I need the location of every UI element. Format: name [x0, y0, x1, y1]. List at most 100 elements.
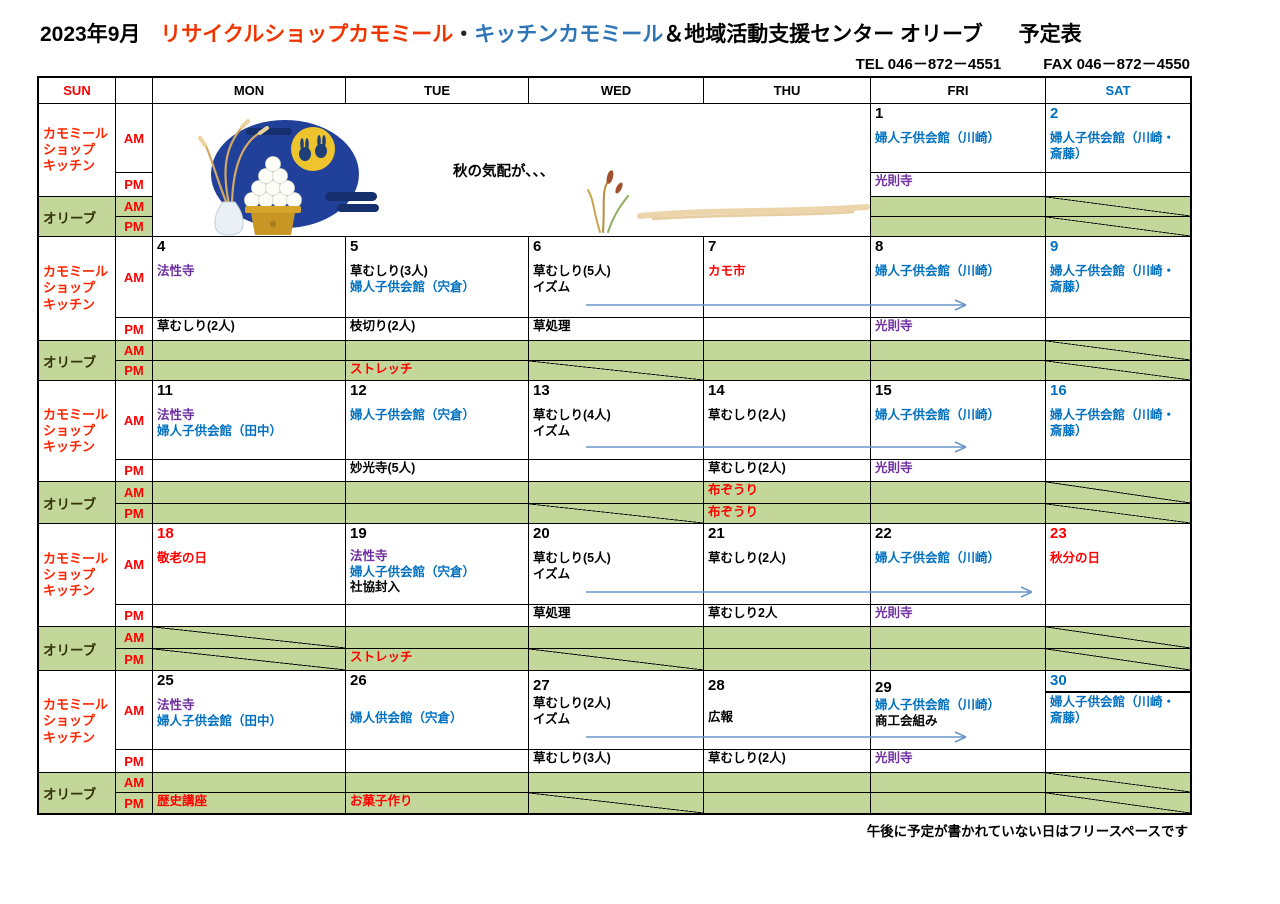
cell-sep21-pm: 草むしり2人 — [704, 605, 870, 626]
olive-pm-label: PM — [116, 649, 152, 670]
cell-sep2-pm — [1046, 173, 1190, 196]
header-wed: WED — [529, 78, 703, 103]
cell-sep22-am: 22 婦人子供会館（川崎） — [871, 524, 1045, 604]
am-label: AM — [116, 524, 152, 604]
cell-sep30-am: 30 婦人子供会館（川崎・斎藤） — [1046, 671, 1190, 749]
row-label-olive: オリーブ — [39, 482, 115, 523]
title-org: ＆地域活動支援センター オリーブ — [663, 23, 983, 46]
cell-sep9-pm — [1046, 318, 1190, 340]
cell-sep11-am: 11 法性寺 婦人子供会館（田中） — [153, 381, 345, 459]
cell-sep16-pm — [1046, 460, 1190, 481]
olive-sep9-pm-closed — [1046, 361, 1190, 380]
cell-sep13-pm — [529, 460, 703, 481]
pampas-grass — [203, 124, 263, 206]
pm-label: PM — [116, 605, 152, 626]
cell-sep11-pm — [153, 460, 345, 481]
title-recycle-shop: リサイクルショップカモミール — [160, 23, 454, 46]
pm-label: PM — [116, 318, 152, 340]
dango-stack — [244, 156, 302, 208]
cell-sep30-pm — [1046, 750, 1190, 772]
season-caption: 秋の気配が、、、 — [453, 164, 555, 180]
free-space-note: 午後に予定が書かれていない日はフリースペースです — [866, 824, 1188, 839]
olive-sep16-am-closed — [1046, 482, 1190, 503]
olive-pm-label: PM — [116, 504, 152, 523]
title-suffix: 予定表 — [1018, 23, 1082, 46]
olive-sep13-pm-closed — [529, 504, 703, 523]
cell-sep15-pm: 光則寺 — [871, 460, 1045, 481]
olive-sep16-pm-closed — [1046, 504, 1190, 523]
schedule-table: SUN MON TUE WED THU FRI SAT カモミール ショップ キ… — [37, 76, 1192, 815]
olive-sep2-pm-closed — [1046, 217, 1190, 236]
contact-line: TEL 046－872－4551 FAX 046－872－4550 — [856, 53, 1190, 74]
date-2: 2 — [1050, 105, 1059, 122]
am-label: AM — [116, 381, 152, 459]
olive-am-label: AM — [116, 627, 152, 648]
olive-sep6-pm-closed — [529, 361, 703, 380]
cell-sep20-pm: 草処理 — [529, 605, 703, 626]
pm-label: PM — [116, 750, 152, 772]
date-30: 30 — [1046, 672, 1190, 694]
cell-sep4-pm: 草むしり(2人) — [153, 318, 345, 340]
tsukimi-illustration — [198, 119, 870, 236]
row-label-shop: カモミール ショップ キッチン — [39, 237, 115, 340]
cell-sep23-pm — [1046, 605, 1190, 626]
cell-sep8-pm: 光則寺 — [871, 318, 1045, 340]
header-mon: MON — [153, 78, 345, 103]
cell-sep16-am: 16 婦人子供会館（川崎・斎藤） — [1046, 381, 1190, 459]
sanbo-stand — [245, 206, 301, 235]
cell-sep12-pm: 妙光寺(5人) — [346, 460, 528, 481]
cell-sep8-am: 8 婦人子供会館（川崎） — [871, 237, 1045, 317]
am-label: AM — [116, 104, 152, 172]
page-title: 2023年9月 リサイクルショップカモミール・キッチンカモミール＆地域活動支援セ… — [40, 18, 1082, 48]
cell-sep27-pm: 草むしり(3人) — [529, 750, 703, 772]
cell-sep22-pm: 光則寺 — [871, 605, 1045, 626]
cell-sep1-pm: 光則寺 — [871, 173, 1045, 196]
cell-sep15-am: 15 婦人子供会館（川崎） — [871, 381, 1045, 459]
cell-sep1-am: 1 婦人子供会館（川崎） — [871, 104, 1045, 172]
row-label-shop: カモミール ショップ キッチン — [39, 671, 115, 772]
row-label-olive: オリーブ — [39, 197, 115, 236]
cell-sep26-am: 26 婦人供会館（宍倉） — [346, 671, 528, 749]
cell-sep14-am: 14 草むしり(2人) — [704, 381, 870, 459]
olive-sep2-am-closed — [1046, 197, 1190, 216]
cell-sep27-am: 27 草むしり(2人) イズム — [529, 671, 703, 749]
pm-label: PM — [116, 460, 152, 481]
cell-sep25-am: 25 法性寺 婦人子供会館（田中） — [153, 671, 345, 749]
olive-pm-label: PM — [116, 361, 152, 380]
header-sun: SUN — [39, 78, 115, 103]
cell-sep6-pm: 草処理 — [529, 318, 703, 340]
olive-sep18-am-closed — [153, 627, 345, 648]
cell-sep5-am: 5 草むしり(3人) 婦人子供会館（宍倉） — [346, 237, 528, 317]
pm-label: PM — [116, 173, 152, 196]
cell-sep12-am: 12 婦人子供会館（宍倉） — [346, 381, 528, 459]
cell-sep29-pm: 光則寺 — [871, 750, 1045, 772]
olive-sep1-am — [871, 197, 1045, 216]
cell-sep29-am: 29 婦人子供会館（川崎） 商工会組み — [871, 671, 1045, 749]
cell-sep4-am: 4 法性寺 — [153, 237, 345, 317]
olive-sep30-am-closed — [1046, 773, 1190, 792]
cell-sep7-pm — [704, 318, 870, 340]
title-separator: ・ — [453, 23, 475, 46]
cell-sep18-pm — [153, 605, 345, 626]
olive-am-label: AM — [116, 773, 152, 792]
cell-sep13-am: 13 草むしり(4人) イズム — [529, 381, 703, 459]
olive-sep20-pm-closed — [529, 649, 703, 670]
week-5: カモミール ショップ キッチン AM PM オリーブ AM PM 25 法性寺 … — [39, 671, 1190, 813]
header-fri: FRI — [871, 78, 1045, 103]
header-sat: SAT — [1046, 78, 1190, 103]
olive-am-label: AM — [116, 482, 152, 503]
olive-pm-label: PM — [116, 793, 152, 813]
cell-sep9-am: 9 婦人子供会館（川崎・斎藤） — [1046, 237, 1190, 317]
cell-sep2-am: 2 婦人子供会館（川崎・斎藤） — [1046, 104, 1190, 172]
row-label-shop: カモミール ショップ キッチン — [39, 524, 115, 626]
olive-sep18-pm-closed — [153, 649, 345, 670]
row-label-olive: オリーブ — [39, 627, 115, 670]
olive-sep14-pm: 布ぞうり — [704, 504, 870, 523]
sand-stroke — [637, 204, 870, 221]
cell-sep26-pm — [346, 750, 528, 772]
cell-sep7-am: 7 カモ市 — [704, 237, 870, 317]
olive-sep9-am-closed — [1046, 341, 1190, 360]
week-2: カモミール ショップ キッチン AM PM オリーブ AM PM 4 法性寺 5… — [39, 237, 1190, 380]
olive-sep19-pm: ストレッチ — [346, 649, 528, 670]
am-label: AM — [116, 671, 152, 749]
